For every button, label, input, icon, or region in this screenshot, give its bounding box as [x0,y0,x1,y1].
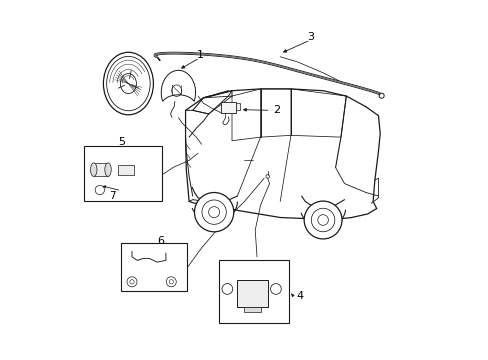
Circle shape [95,185,104,195]
Text: 2: 2 [272,105,280,115]
Ellipse shape [104,163,111,176]
Bar [118,165,134,175]
Text: 3: 3 [306,32,313,42]
Text: 7: 7 [109,191,115,201]
Circle shape [304,201,341,239]
Circle shape [270,284,281,294]
Circle shape [222,284,232,294]
Bar [221,102,235,113]
Circle shape [127,277,137,287]
Bar [94,163,108,176]
Bar [244,307,260,312]
Ellipse shape [90,163,97,176]
Bar [83,146,162,202]
Bar [219,260,288,323]
Circle shape [166,277,176,287]
Bar [121,243,187,291]
Text: 5: 5 [118,138,124,148]
Circle shape [194,193,233,232]
Text: 4: 4 [296,291,303,301]
Text: 6: 6 [157,236,163,246]
Bar [237,280,267,307]
Bar [235,103,240,110]
Text: 1: 1 [196,50,203,60]
